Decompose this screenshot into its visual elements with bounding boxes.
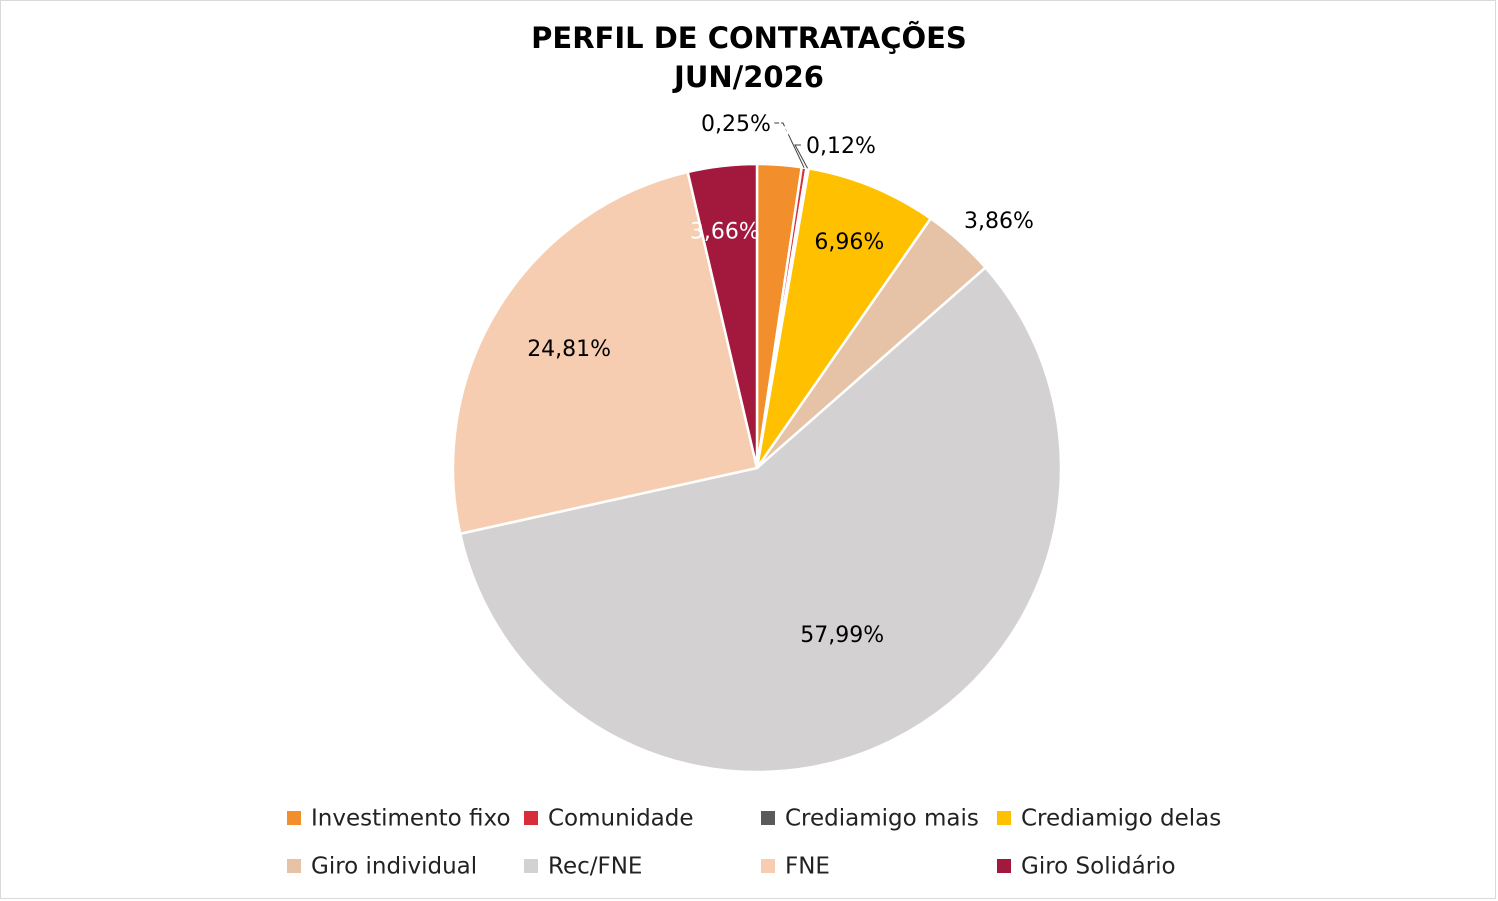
data-label-giro-solidario: 3,66% bbox=[690, 219, 760, 244]
data-label-rec-fne: 57,99% bbox=[800, 623, 884, 648]
legend-swatch bbox=[287, 811, 301, 825]
data-label-fne: 24,81% bbox=[527, 337, 611, 362]
pie-slice-fne bbox=[451, 170, 759, 536]
legend-swatch bbox=[997, 859, 1011, 873]
legend-swatch bbox=[287, 859, 301, 873]
legend-item-crediamigo-mais: Crediamigo mais bbox=[761, 806, 979, 832]
legend-swatch bbox=[761, 811, 775, 825]
legend-item-comunidade: Comunidade bbox=[524, 806, 694, 832]
pie-slice-giro-solidario bbox=[686, 162, 759, 469]
legend-label: FNE bbox=[785, 854, 830, 880]
legend-label: Rec/FNE bbox=[548, 854, 642, 880]
leader-lines bbox=[773, 122, 809, 169]
legend-item-investimento-fixo: Investimento fixo bbox=[287, 806, 511, 832]
legend-item-crediamigo-delas: Crediamigo delas bbox=[997, 806, 1221, 832]
legend-swatch bbox=[524, 811, 538, 825]
legend-item-fne: FNE bbox=[761, 854, 830, 880]
legend: Investimento fixo Comunidade Crediamigo ma… bbox=[287, 806, 1221, 880]
chart-subtitle: JUN/2026 bbox=[672, 60, 824, 94]
pie-slices bbox=[451, 162, 1063, 774]
legend-label: Giro individual bbox=[311, 854, 477, 880]
legend-item-giro-individual: Giro individual bbox=[287, 854, 477, 880]
data-labels: 2,35%0,25% 0,12% 6,96% 3,86% 57,99% 24,81% 3,6… bbox=[527, 112, 1034, 648]
data-label-crediamigo-delas: 6,96% bbox=[814, 230, 884, 255]
legend-label: Crediamigo delas bbox=[1021, 806, 1221, 832]
leader-line-comunidade bbox=[773, 122, 805, 168]
leader-line-crediamigo-mais bbox=[794, 144, 809, 169]
legend-swatch bbox=[524, 859, 538, 873]
pie-slice-rec-fne bbox=[458, 265, 1063, 774]
legend-item-giro-solidario: Giro Solidário bbox=[997, 854, 1176, 880]
legend-swatch bbox=[997, 811, 1011, 825]
chart-title: PERFIL DE CONTRATAÇÕES bbox=[531, 21, 967, 55]
data-label-crediamigo-mais: 0,12% bbox=[806, 134, 876, 159]
legend-label: Investimento fixo bbox=[311, 806, 511, 832]
legend-label: Crediamigo mais bbox=[785, 806, 979, 832]
legend-label: Comunidade bbox=[548, 806, 694, 832]
data-label-comunidade: 0,25% bbox=[701, 112, 771, 137]
data-label-giro-individual: 3,86% bbox=[964, 209, 1034, 234]
pie-slice-crediamigo-delas bbox=[755, 166, 933, 469]
data-label-investimento-fixo: 2,35% bbox=[742, 118, 812, 143]
legend-item-rec-fne: Rec/FNE bbox=[524, 854, 642, 880]
legend-label: Giro Solidário bbox=[1021, 854, 1176, 880]
legend-swatch bbox=[761, 859, 775, 873]
